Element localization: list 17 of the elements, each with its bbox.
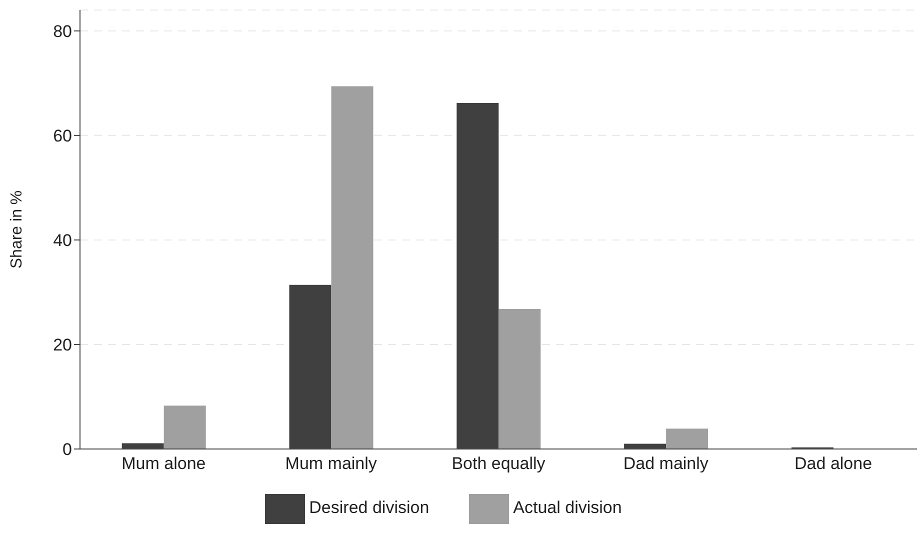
x-tick-label: Dad mainly <box>623 454 709 474</box>
bar <box>498 308 541 449</box>
y-tick-label: 80 <box>53 22 72 41</box>
bar <box>164 406 206 449</box>
x-tick-label: Mum mainly <box>285 454 378 474</box>
legend-label: Actual division <box>513 498 622 518</box>
y-tick-label: 0 <box>62 440 72 460</box>
x-tick-label: Dad alone <box>794 454 872 474</box>
y-tick-label: 40 <box>53 230 72 250</box>
y-axis-title: Share in % <box>8 190 26 269</box>
bar <box>666 428 708 449</box>
x-tick-label: Both equally <box>452 454 546 474</box>
y-tick-label: 20 <box>53 336 72 355</box>
legend-label: Desired division <box>309 498 430 518</box>
y-tick-label: 60 <box>53 126 72 146</box>
bar <box>331 86 374 449</box>
x-tick-label: Mum alone <box>122 454 206 474</box>
